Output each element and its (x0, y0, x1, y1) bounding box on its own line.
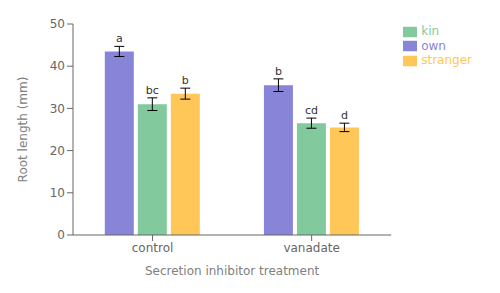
svg-text:20: 20 (50, 144, 65, 158)
html-text:stranger: stranger (421, 53, 472, 67)
svg-text:control: control (132, 241, 174, 255)
svg-text:b: b (275, 65, 282, 78)
svg-text:vanadate: vanadate (283, 241, 339, 255)
svg-text:50: 50 (50, 17, 65, 31)
svg-text:cd: cd (305, 104, 318, 117)
svg-text:10: 10 (50, 186, 65, 200)
svg-text:40: 40 (50, 59, 65, 73)
html-text:own: own (421, 38, 446, 53)
svg-text:bc: bc (146, 84, 159, 97)
html-text:kin: kin (421, 24, 440, 38)
svg-text:d: d (341, 109, 348, 122)
svg-text:Root length (mm): Root length (mm) (16, 77, 30, 183)
svg-text:a: a (116, 32, 123, 45)
svg-text:b: b (182, 74, 189, 87)
svg-text:0: 0 (57, 228, 65, 242)
svg-text:30: 30 (50, 102, 65, 116)
svg-text:Secretion inhibitor treatment: Secretion inhibitor treatment (145, 264, 320, 278)
